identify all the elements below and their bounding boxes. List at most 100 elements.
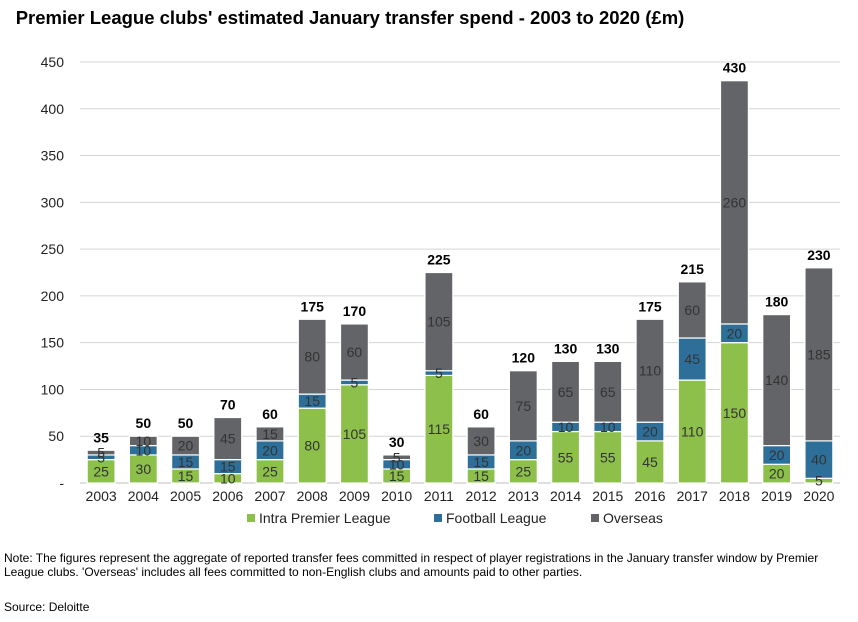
x-tick-label: 2013 [508, 488, 539, 504]
segment-value-label: 45 [684, 351, 700, 367]
segment-value-label: 10 [600, 419, 616, 435]
y-tick-label: - [59, 475, 64, 491]
segment-value-label: 105 [343, 426, 367, 442]
x-tick-label: 2004 [128, 488, 159, 504]
total-label: 60 [473, 406, 489, 422]
segment-value-label: 105 [427, 314, 451, 330]
bar-segment [551, 430, 581, 484]
x-tick-label: 2009 [339, 488, 370, 504]
labels: 2555353010105015152050101545702520156080… [93, 60, 830, 489]
bar-segment [508, 370, 538, 442]
segment-value-label: 150 [723, 405, 747, 421]
bar-segment [128, 435, 158, 447]
bar-segment [466, 426, 496, 456]
segment-value-label: 20 [178, 438, 194, 454]
segment-value-label: 5 [393, 449, 401, 465]
x-tick-label: 2019 [761, 488, 792, 504]
legend-label: Football League [446, 510, 547, 526]
segment-value-label: 10 [389, 456, 405, 472]
y-tick-label: 150 [41, 335, 65, 351]
segment-value-label: 30 [136, 461, 152, 477]
y-tick-label: 250 [41, 241, 65, 257]
segment-value-label: 110 [681, 424, 704, 440]
legend-swatch [434, 514, 442, 522]
y-tick-label: 400 [41, 101, 65, 117]
total-label: 120 [512, 350, 536, 366]
segment-value-label: 5 [351, 374, 359, 390]
total-label: 225 [427, 252, 451, 268]
bar-segment [635, 318, 665, 423]
x-tick-label: 2017 [677, 488, 708, 504]
stacked-bar-chart: - 50 100 150 200 250 300 350 400 450 2003 2004 2005 2… [41, 54, 840, 526]
segment-value-label: 15 [473, 454, 489, 470]
legend-label: Intra Premier League [259, 510, 391, 526]
y-tick-label: 450 [41, 54, 65, 70]
bar-segment [677, 379, 707, 484]
bars [86, 80, 834, 484]
total-label: 175 [638, 298, 662, 314]
segment-value-label: 110 [639, 363, 662, 379]
bar-segment [297, 407, 327, 484]
total-label: 130 [554, 340, 578, 356]
segment-value-label: 5 [97, 449, 105, 465]
x-tick-label: 2003 [86, 488, 117, 504]
y-tick-label: 200 [41, 288, 65, 304]
segment-value-label: 10 [136, 442, 152, 458]
bar-segment [86, 449, 116, 456]
bar-segment [424, 271, 454, 372]
segment-value-label: 260 [723, 194, 747, 210]
total-label: 130 [596, 340, 620, 356]
bar-segment [635, 440, 665, 484]
x-tick-label: 2015 [592, 488, 623, 504]
bar-segment [213, 416, 243, 461]
segment-value-label: 5 [435, 365, 443, 381]
total-label: 50 [136, 415, 152, 431]
bar-segment [804, 440, 834, 479]
x-tick-label: 2012 [466, 488, 497, 504]
x-tick-label: 2011 [424, 488, 454, 504]
x-tick-label: 2008 [297, 488, 328, 504]
segment-value-label: 65 [558, 384, 574, 400]
bar-segment [593, 360, 623, 423]
legend-label: Overseas [603, 510, 663, 526]
segment-value-label: 10 [136, 433, 152, 449]
y-tick-label: 100 [41, 381, 65, 397]
segment-value-label: 5 [815, 473, 823, 489]
total-label: 175 [301, 298, 325, 314]
segment-value-label: 15 [178, 454, 194, 470]
x-tick-label: 2014 [550, 488, 581, 504]
total-label: 60 [262, 406, 278, 422]
segment-value-label: 20 [642, 424, 658, 440]
gridlines [80, 61, 840, 437]
total-label: 180 [765, 294, 789, 310]
x-tick-label: 2005 [170, 488, 201, 504]
x-tick-label: 2010 [381, 488, 412, 504]
bar-segment [804, 267, 834, 442]
segment-value-label: 20 [769, 466, 785, 482]
y-tick-label: 50 [48, 428, 64, 444]
segment-value-label: 20 [262, 442, 278, 458]
segment-value-label: 60 [347, 344, 363, 360]
total-label: 215 [681, 261, 705, 277]
bar-segment [128, 454, 158, 484]
segment-value-label: 15 [304, 393, 320, 409]
segment-value-label: 55 [558, 449, 574, 465]
segment-value-label: 20 [769, 447, 785, 463]
total-label: 170 [343, 303, 367, 319]
segment-value-label: 15 [473, 468, 489, 484]
x-tick-label: 2018 [719, 488, 750, 504]
bar-segment [719, 80, 749, 325]
segment-value-label: 15 [220, 459, 236, 475]
y-tick-label: 350 [41, 148, 65, 164]
chart-note: Note: The figures represent the aggregat… [4, 551, 819, 579]
segment-value-label: 115 [428, 421, 451, 437]
axes: - 50 100 150 200 250 300 350 400 450 2003 2004 2005 2… [41, 54, 840, 504]
x-tick-label: 2007 [254, 488, 285, 504]
segment-value-label: 185 [807, 346, 831, 362]
total-label: 30 [389, 434, 405, 450]
segment-value-label: 20 [516, 442, 532, 458]
y-tick-label: 300 [41, 194, 65, 210]
segment-value-label: 75 [516, 398, 532, 414]
segment-value-label: 80 [304, 349, 320, 365]
bar-segment [677, 281, 707, 339]
